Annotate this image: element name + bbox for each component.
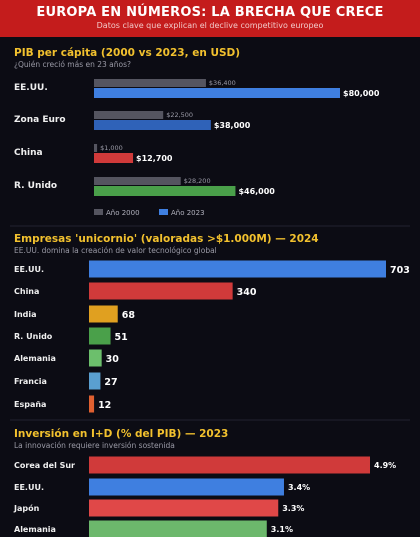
chart3-category-label: Corea del Sur	[14, 461, 75, 470]
chart3-value-label: 3.3%	[282, 504, 304, 513]
chart3-category-label: Alemania	[14, 525, 56, 534]
chart1-value-2000: $36,400	[209, 79, 236, 87]
chart2-bar	[89, 395, 95, 413]
chart2-category-label: Francia	[14, 377, 47, 386]
chart2-value-label: 68	[122, 310, 136, 321]
chart1-value-2023: $38,000	[214, 121, 251, 130]
chart2-category-label: India	[14, 310, 37, 319]
chart2-value-label: 703	[390, 265, 410, 276]
chart3-bar	[89, 499, 279, 517]
chart2-value-label: 340	[237, 287, 257, 298]
chart2-category-label: EE.UU.	[14, 265, 44, 274]
chart1-bar-2000	[94, 111, 164, 119]
chart2-category-label: China	[14, 287, 39, 296]
chart2-category-label: R. Unido	[14, 332, 53, 341]
chart2-bar	[89, 260, 386, 278]
chart1-legend-swatch-2023	[159, 209, 168, 215]
chart1-value-2023: $46,000	[238, 187, 275, 196]
chart3-value-label: 3.4%	[288, 483, 310, 492]
chart3-value-label: 3.1%	[271, 525, 293, 534]
chart1-bar-2000	[94, 144, 98, 152]
chart1-category-label: EE.UU.	[14, 83, 48, 93]
chart3-category-label: EE.UU.	[14, 483, 44, 492]
chart2-value-label: 12	[98, 400, 111, 411]
chart2-value-label: 30	[106, 354, 120, 365]
charts-canvas: PIB per cápita (2000 vs 2023, en USD)¿Qu…	[10, 47, 410, 537]
chart2-value-label: 51	[115, 332, 128, 343]
chart1-value-2000: $22,500	[166, 111, 193, 119]
chart1-category-label: China	[14, 148, 43, 158]
chart1-bar-2023	[94, 186, 236, 196]
header-banner: EUROPA EN NÚMEROS: LA BRECHA QUE CRECE D…	[0, 0, 420, 37]
chart3-bar	[89, 456, 370, 474]
chart2-bar	[89, 349, 102, 367]
chart1-bar-2000	[94, 177, 181, 185]
chart1-title: PIB per cápita (2000 vs 2023, en USD)	[14, 47, 240, 59]
page-title: EUROPA EN NÚMEROS: LA BRECHA QUE CRECE	[36, 5, 384, 20]
chart3-subtitle: La innovación requiere inversión sosteni…	[14, 441, 175, 450]
chart1-category-label: Zona Euro	[14, 115, 66, 125]
chart1-category-label: R. Unido	[14, 181, 57, 191]
chart2-bar	[89, 305, 118, 323]
chart1-bar-2023	[94, 120, 211, 130]
chart1-legend-swatch-2000	[94, 209, 103, 215]
chart2-bar	[89, 327, 111, 345]
chart3-category-label: Japón	[13, 503, 40, 513]
chart3-bar	[89, 520, 267, 537]
chart2-value-label: 27	[104, 377, 117, 388]
page-subtitle: Datos clave que explican el declive comp…	[96, 21, 324, 30]
chart2-bar	[89, 282, 233, 300]
chart2-bar	[89, 372, 101, 390]
chart3-title: Inversión en I+D (% del PIB) — 2023	[14, 428, 228, 440]
chart2-subtitle: EE.UU. domina la creación de valor tecno…	[14, 246, 217, 255]
chart1-subtitle: ¿Quién creció más en 23 años?	[14, 60, 131, 69]
chart1-legend-label-2023: Año 2023	[171, 209, 205, 217]
chart2-category-label: Alemania	[14, 354, 56, 363]
chart1-legend-label-2000: Año 2000	[106, 209, 140, 217]
chart3-bar	[89, 478, 284, 496]
chart1-value-2000: $1,000	[100, 144, 123, 152]
chart1-bar-2000	[94, 79, 206, 87]
chart3-value-label: 4.9%	[374, 461, 396, 470]
chart1-bar-2023	[94, 153, 134, 163]
chart2-title: Empresas 'unicornio' (valoradas >$1.000M…	[14, 233, 319, 245]
chart1-bar-2023	[94, 88, 340, 98]
chart2-category-label: España	[14, 400, 46, 409]
chart1-value-2023: $12,700	[136, 154, 173, 163]
chart1-value-2023: $80,000	[343, 89, 380, 98]
chart1-value-2000: $28,200	[184, 177, 211, 185]
